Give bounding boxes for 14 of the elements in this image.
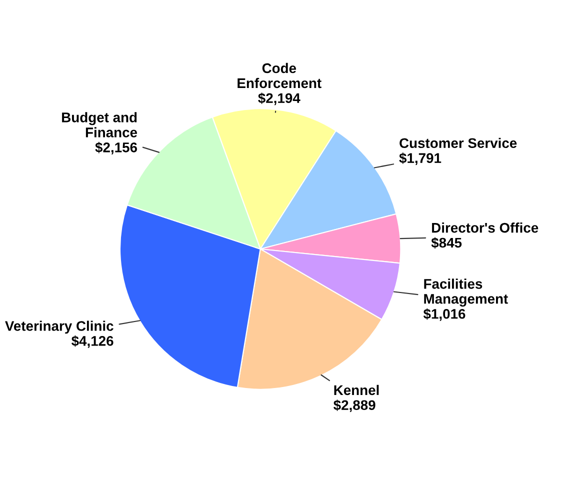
data-label: $4,126 bbox=[71, 335, 114, 348]
slice-label: Customer Service bbox=[400, 138, 517, 148]
data-label: $2,889 bbox=[334, 400, 376, 412]
slice-label: Budget and Finance bbox=[62, 112, 138, 138]
slice-label: Veterinary Clinic bbox=[5, 320, 114, 334]
slice-label: Kennel bbox=[334, 384, 379, 396]
data-label: $1,016 bbox=[423, 308, 466, 321]
data-label: $1,791 bbox=[399, 152, 442, 166]
data-label: $845 bbox=[431, 237, 462, 249]
data-label: $2,156 bbox=[95, 142, 138, 154]
slice-label: Facilities Management bbox=[424, 278, 508, 307]
data-label: $2,194 bbox=[258, 92, 300, 106]
slice-label: Code Enforcement bbox=[238, 62, 322, 88]
slice-label: Director's Office bbox=[432, 222, 538, 233]
